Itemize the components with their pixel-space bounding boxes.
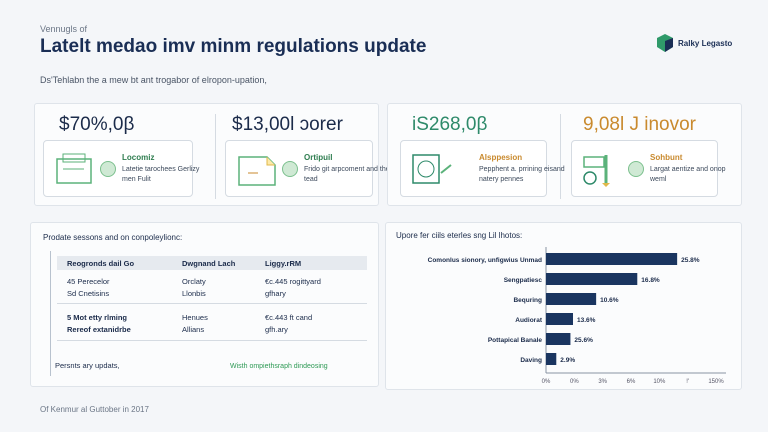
stat-card: Alsppesion Pepphent a. prrining eisand n…	[400, 140, 565, 197]
data-label: 13.6%	[577, 317, 596, 324]
bar	[546, 293, 597, 305]
table-footer-left: Persnts ary updats,	[55, 361, 120, 370]
stat-card: Sohbunt Largat aentize and onop weml	[571, 140, 726, 197]
table-footer-link[interactable]: Wisth ompiethsraph dindeosing	[230, 363, 328, 370]
footer-text: Of Kenmur al Guttober in 2017	[40, 405, 149, 414]
brain-icon	[412, 154, 452, 184]
card-title: Ortipuil	[304, 153, 333, 162]
category-label: Sengpatiesc	[504, 277, 543, 284]
chart-title: Upore fer ciils eterles sng Lil lhotos:	[396, 231, 523, 240]
card-text: Latetie tarochees Gerlizy men Fulit	[122, 166, 200, 183]
column-header: Reogronds dail Go	[67, 259, 135, 268]
stat-value: $13,00l ɔorer	[232, 114, 343, 135]
card-text: Frido git arpcoment and therl tead	[304, 166, 394, 183]
timeline-line	[50, 251, 51, 376]
stats-panel-right: iS268,0β 9,08l J inovor Alsppesion Pepph…	[387, 103, 742, 206]
logo-icon	[657, 34, 673, 52]
category-label: Comonlus sionory, unfigwius Unmad	[428, 257, 542, 264]
bar	[546, 273, 638, 285]
bar	[546, 313, 573, 325]
table-heading: Prodate sessons and on conpoleylionc:	[43, 233, 183, 242]
tick-label: 3%	[598, 379, 607, 385]
tick-label: !'	[686, 379, 689, 385]
category-label: Audiorat	[515, 317, 543, 324]
stat-value: iS268,0β	[412, 114, 488, 135]
printer-icon	[56, 153, 92, 184]
chart-panel: Upore fer ciils eterles sng Lil lhotos: …	[385, 222, 742, 390]
card-title: Locomiz	[122, 153, 155, 162]
logo: Ralky Legasto	[656, 33, 732, 53]
data-label: 25.6%	[574, 337, 593, 344]
table-panel: Prodate sessons and on conpoleylionc: Re…	[30, 222, 379, 387]
tick-label: 6%	[627, 379, 636, 385]
stat-card: Ortipuil Frido git arpcoment and therl t…	[225, 140, 394, 197]
check-icon	[282, 161, 298, 177]
data-label: 2.9%	[560, 357, 575, 364]
kicker: Vennugls of	[40, 24, 88, 34]
column-header: Dwgnand Lach	[182, 259, 236, 268]
card-title: Alsppesion	[479, 153, 523, 162]
card-text: Pepphent a. prrining eisand natery penne…	[479, 166, 565, 183]
category-label: Bequring	[513, 297, 542, 304]
bar	[546, 353, 557, 365]
table-header-row: Reogronds dail Go Dwgnand Lach Liggy.rRM	[57, 256, 367, 270]
bar	[546, 333, 571, 345]
document-icon	[238, 156, 276, 186]
tick-label: 0%	[570, 379, 579, 385]
data-label: 10.6%	[600, 297, 619, 304]
tools-icon	[583, 155, 610, 187]
check-icon	[628, 161, 644, 177]
bar	[546, 253, 678, 265]
tick-label: 0%	[542, 379, 551, 385]
stats-panel-left: $70%,0β $13,00l ɔorer Locomiz Latetie ta…	[34, 103, 394, 206]
category-label: Pottapical Banale	[488, 337, 543, 344]
card-text: Largat aentize and onop weml	[650, 166, 726, 183]
data-label: 25.8%	[681, 257, 700, 264]
card-title: Sohbunt	[650, 153, 683, 162]
category-label: Daving	[520, 357, 542, 364]
stat-card: Locomiz Latetie tarochees Gerlizy men Fu…	[43, 140, 199, 197]
check-icon	[100, 161, 116, 177]
stat-value: 9,08l J inovor	[583, 114, 697, 135]
stat-value: $70%,0β	[59, 114, 135, 135]
tick-label: 150%	[708, 379, 724, 385]
page-title: Latelt medao imv minm regulations update	[40, 36, 427, 57]
tick-label: 10%	[653, 379, 666, 385]
description: Ds'Tehlabn the a mew bt ant trogabor of …	[40, 75, 267, 85]
data-label: 16.8%	[641, 277, 660, 284]
bar-chart: Comonlus sionory, unfigwius Unmad 25.8% Se…	[428, 247, 726, 385]
column-header: Liggy.rRM	[265, 259, 302, 268]
logo-text: Ralky Legasto	[678, 38, 733, 48]
